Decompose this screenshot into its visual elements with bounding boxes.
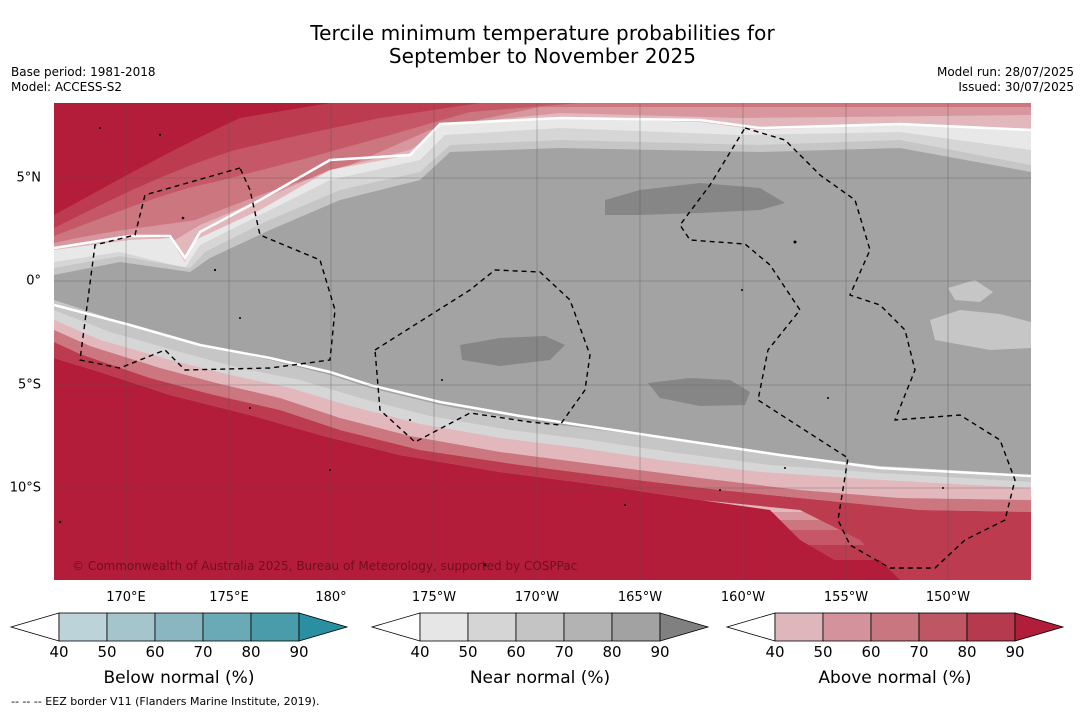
cb-near-tick-50: 50 xyxy=(458,643,478,661)
cb-above-tick-50: 50 xyxy=(813,643,833,661)
lat-label-5s: 5°S xyxy=(17,377,41,393)
cb-above-tick-90: 90 xyxy=(1005,643,1025,661)
cb-near-title: Near normal (%) xyxy=(469,668,611,688)
lon-label-170w: 170°W xyxy=(514,590,560,605)
colorbar-near xyxy=(370,612,710,642)
lat-label-5n: 5°N xyxy=(16,170,42,186)
lon-label-175w: 175°W xyxy=(411,590,457,605)
near-90-patch-1 xyxy=(605,183,785,215)
lat-label-10s: 10°S xyxy=(9,480,41,496)
lon-label-165w: 165°W xyxy=(617,590,663,605)
cb-above-tick-60: 60 xyxy=(861,643,881,661)
lon-label-155w: 155°W xyxy=(823,590,869,605)
cb-near-tick-70: 70 xyxy=(554,643,574,661)
issued-date: Issued: 30/07/2025 xyxy=(958,80,1074,94)
cb-above-title: Above normal (%) xyxy=(818,668,972,688)
cb-below-tick-90: 90 xyxy=(289,643,309,661)
model-name: Model: ACCESS-S2 xyxy=(11,80,123,94)
lon-label-160w: 160°W xyxy=(720,590,766,605)
cb-below-tick-70: 70 xyxy=(193,643,213,661)
meta-right: Model run: 28/07/2025 Issued: 30/07/2025 xyxy=(937,65,1074,95)
lon-label-150w: 150°W xyxy=(925,590,971,605)
cb-below-tick-50: 50 xyxy=(97,643,117,661)
cb-above-tick-40: 40 xyxy=(765,643,785,661)
eez-footnote: -- -- -- EEZ border V11 (Flanders Marine… xyxy=(11,695,320,708)
near-60-patch-east-2 xyxy=(948,280,993,302)
cb-near-tick-60: 60 xyxy=(506,643,526,661)
lon-label-180: 180° xyxy=(315,590,347,605)
cb-near-tick-80: 80 xyxy=(602,643,622,661)
cb-below-title: Below normal (%) xyxy=(103,668,255,688)
near-90-patch-2 xyxy=(460,336,565,366)
title-line-1: Tercile minimum temperature probabilitie… xyxy=(310,21,775,45)
cb-near-tick-90: 90 xyxy=(650,643,670,661)
lat-label-0: 0° xyxy=(26,273,41,289)
lon-label-170e: 170°E xyxy=(106,590,146,605)
contour-south xyxy=(54,303,1031,478)
band-above-90-south xyxy=(54,358,900,580)
islands xyxy=(58,127,944,567)
lon-label-175e: 175°E xyxy=(209,590,249,605)
contour-north xyxy=(54,116,1031,261)
near-60-patch-east xyxy=(930,310,1031,350)
meta-left: Base period: 1981-2018 Model: ACCESS-S2 xyxy=(11,65,156,95)
cb-above-tick-80: 80 xyxy=(957,643,977,661)
eez-borders xyxy=(79,127,1016,569)
grid xyxy=(54,103,1031,580)
model-run: Model run: 28/07/2025 xyxy=(936,65,1074,79)
base-period: Base period: 1981-2018 xyxy=(11,65,156,79)
probability-map xyxy=(54,103,1031,580)
cb-below-tick-40: 40 xyxy=(49,643,69,661)
title-line-2: September to November 2025 xyxy=(388,44,697,68)
cb-below-tick-60: 60 xyxy=(145,643,165,661)
colorbar-above xyxy=(725,612,1065,642)
cb-above-tick-70: 70 xyxy=(909,643,929,661)
band-above-80-south xyxy=(54,342,1031,580)
cb-below-tick-80: 80 xyxy=(241,643,261,661)
copyright-text: © Commonwealth of Australia 2025, Bureau… xyxy=(72,559,578,573)
band-near-80 xyxy=(54,148,1031,475)
colorbar-below xyxy=(9,612,349,642)
cb-near-tick-40: 40 xyxy=(410,643,430,661)
